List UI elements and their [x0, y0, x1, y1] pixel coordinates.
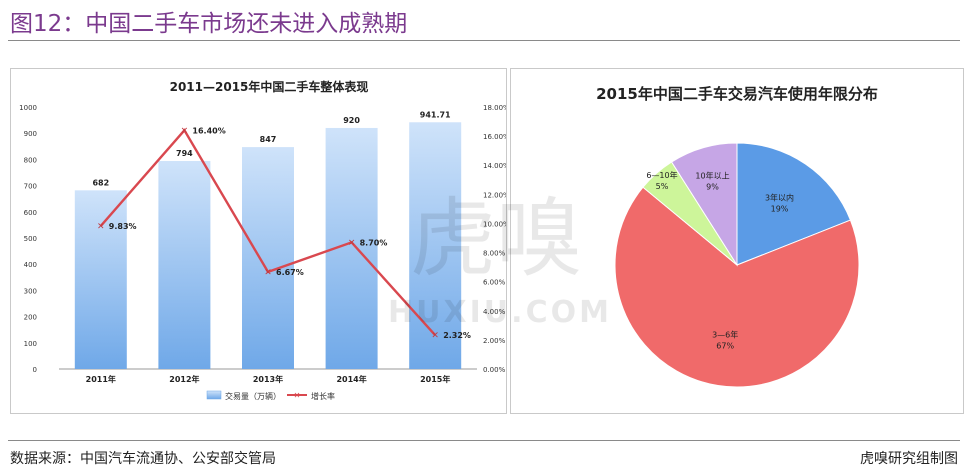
bar-value-label: 847	[260, 135, 277, 144]
pie-slice-percent: 19%	[771, 204, 789, 213]
growth-line	[99, 128, 437, 337]
legend-line-marker: ✕	[294, 391, 301, 400]
right-axis-tick: 6.00%	[483, 279, 506, 287]
x-tick-label: 2011年	[86, 374, 116, 384]
growth-point-marker: ✕	[348, 238, 356, 248]
bar-value-label: 920	[343, 116, 360, 125]
bar	[409, 122, 462, 370]
pie-chart: 2015年中国二手车交易汽车使用年限分布 3年以内 19% 3—6年 67% 6—10年…	[596, 85, 878, 388]
left-axis-tick: 0	[33, 366, 37, 374]
x-tick-label: 2014年	[336, 374, 366, 384]
bar-chart-panel: 2011—2015年中国二手车整体表现 0 100 200 300 400 500 600 7…	[10, 68, 510, 414]
right-axis-tick: 2.00%	[483, 337, 506, 345]
growth-value-label: 2.32%	[443, 331, 471, 340]
pie-slice	[614, 186, 860, 388]
pie-slice-percent: 5%	[656, 182, 669, 191]
bar-chart-title: 2011—2015年中国二手车整体表现	[170, 79, 369, 94]
left-axis-tick: 900	[24, 130, 37, 138]
right-axis-tick: 8.00%	[483, 250, 506, 258]
legend-bar-swatch	[206, 390, 222, 400]
growth-point-marker: ✕	[181, 126, 189, 136]
growth-value-label: 9.83%	[109, 222, 137, 231]
source-note: 数据来源：中国汽车流通协、公安部交管局	[10, 451, 276, 467]
pie-slice	[736, 142, 852, 266]
growth-value-label: 16.40%	[192, 126, 225, 135]
left-axis-tick: 200	[24, 314, 37, 322]
bar	[158, 160, 211, 369]
legend-bar-label: 交易量（万辆）	[225, 391, 281, 401]
line-series: ✕ 9.83%✕ 16.40%✕ 6.67%✕ 8.70%✕ 2.32%	[97, 126, 471, 341]
pie-slice-label: 10年以上	[695, 171, 729, 181]
growth-point-marker: ✕	[97, 222, 105, 232]
x-axis-categories: 2011年 2012年 2013年 2014年 2015年	[86, 374, 451, 384]
right-axis-tick: 18.00%	[483, 104, 506, 112]
left-axis-tick: 1000	[19, 104, 37, 112]
pie-slice-percent: 9%	[706, 183, 719, 192]
pie-slice-label: 3年以内	[765, 192, 794, 202]
left-axis-tick: 800	[24, 156, 37, 164]
bar-value-label: 941.71	[420, 110, 451, 119]
right-axis-tick: 16.00%	[483, 133, 506, 141]
right-axis-tick: 4.00%	[483, 308, 506, 316]
pie-slice-label: 6—10年	[646, 170, 677, 180]
bar-series: 682 794 847 920 941.71	[74, 110, 462, 370]
legend-line-label: 增长率	[311, 391, 335, 401]
right-axis-tick: 14.00%	[483, 162, 506, 170]
right-y-axis: 0.00% 2.00% 4.00% 6.00% 8.00% 10.00% 12.00% 14.…	[483, 104, 510, 374]
right-axis-tick: 10.00%	[483, 220, 506, 228]
left-axis-tick: 100	[24, 340, 37, 348]
bar-line-chart: 2011—2015年中国二手车整体表现 0 100 200 300 400 500 600 7…	[19, 79, 510, 401]
right-axis-tick: 12.00%	[483, 191, 506, 199]
left-axis-tick: 600	[24, 209, 37, 217]
page-title: 图12：中国二手车市场还未进入成熟期	[10, 11, 408, 37]
growth-point-marker: ✕	[431, 331, 439, 341]
bar-value-label: 794	[176, 149, 193, 158]
left-axis-tick: 300	[24, 287, 37, 295]
x-tick-label: 2015年	[420, 374, 450, 384]
pie-slice-percent: 67%	[716, 342, 734, 351]
bar-value-label: 682	[92, 178, 109, 187]
pie-chart-title: 2015年中国二手车交易汽车使用年限分布	[596, 85, 878, 103]
legend: 交易量（万辆） ✕ 增长率	[206, 390, 335, 401]
title-divider	[8, 40, 960, 41]
bar	[242, 147, 294, 369]
left-axis-tick: 400	[24, 261, 37, 269]
left-axis-tick: 700	[24, 183, 37, 191]
pie-slices	[614, 142, 860, 388]
pie-slice-label: 3—6年	[712, 330, 738, 340]
pie-labels: 3年以内 19% 3—6年 67% 6—10年 5% 10年以上 9%	[646, 170, 794, 351]
pie-chart-panel: 2015年中国二手车交易汽车使用年限分布 3年以内 19% 3—6年 67% 6—10年…	[510, 68, 964, 414]
pie-slice	[670, 142, 738, 267]
right-axis-tick: 0.00%	[483, 366, 506, 374]
credit-note: 虎嗅研究组制图	[860, 451, 958, 467]
bar	[74, 190, 127, 369]
left-axis-tick: 500	[24, 235, 37, 243]
growth-value-label: 8.70%	[360, 238, 388, 247]
growth-point-marker: ✕	[264, 268, 272, 278]
growth-value-label: 6.67%	[276, 268, 304, 277]
x-tick-label: 2013年	[253, 374, 283, 384]
footer-divider	[8, 440, 960, 441]
x-tick-label: 2012年	[169, 374, 199, 384]
